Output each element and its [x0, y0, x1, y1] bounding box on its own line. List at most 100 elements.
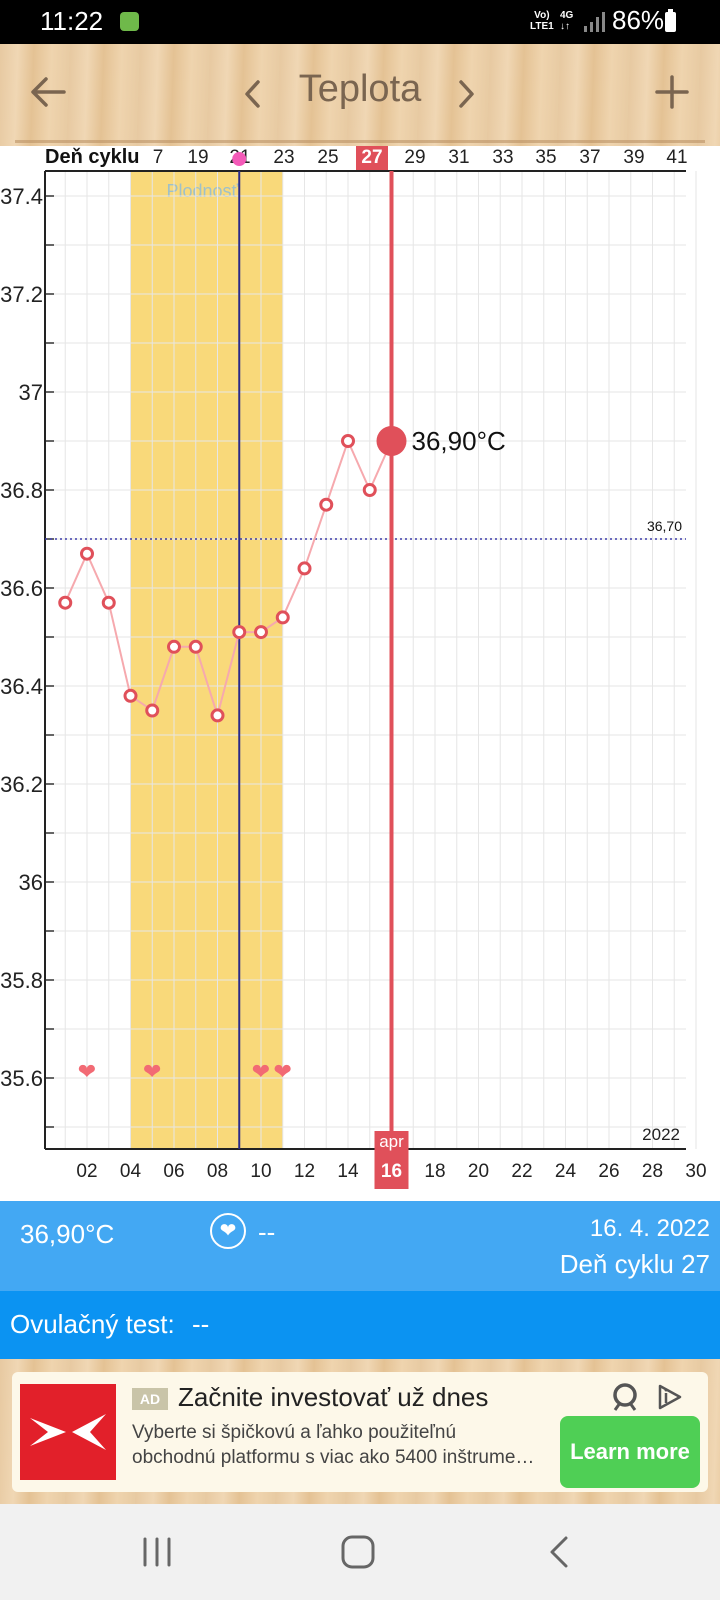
year-label: 2022: [642, 1125, 680, 1144]
y-tick-label: 37.2: [0, 282, 43, 307]
app-toolbar: Teplota: [0, 44, 720, 146]
y-tick-label: 36.4: [0, 674, 43, 699]
ad-container: AD Začnite investovať už dnes Vyberte si…: [0, 1359, 720, 1504]
cycle-tick-label: 23: [273, 147, 294, 168]
ad-banner[interactable]: AD Začnite investovať už dnes Vyberte si…: [12, 1372, 708, 1492]
temperature-point[interactable]: [123, 688, 138, 703]
battery-icon: [665, 9, 676, 32]
ad-brand-logo: [20, 1384, 116, 1480]
app-notification-icon: [120, 12, 139, 31]
temperature-chart[interactable]: Plodnosť 37.4 37.2 37 36.8 36.6 36.4 36.2 36 35.8…: [0, 146, 720, 1201]
selected-value-label: 36,90°C: [412, 426, 506, 456]
back-arrow-icon[interactable]: [28, 72, 68, 112]
y-tick-label: 35.8: [0, 968, 43, 993]
cycle-axis-label: Deň cyklu: [45, 146, 139, 168]
battery-percent: 86%: [612, 5, 665, 35]
selected-temperature-point[interactable]: [376, 426, 407, 456]
y-tick-label: 36.8: [0, 478, 43, 503]
date-tick-label: 14: [337, 1161, 359, 1182]
temperature-point[interactable]: [101, 595, 116, 610]
date-tick-label: 24: [555, 1161, 577, 1182]
selected-day-info[interactable]: 36,90°C ❤ -- 16. 4. 2022 Deň cyklu 27: [0, 1201, 720, 1291]
ovulation-test-label: Ovulačný test:: [10, 1309, 175, 1339]
heart-icon[interactable]: ❤: [210, 1213, 246, 1249]
temperature-point[interactable]: [80, 546, 94, 561]
intercourse-heart-icon[interactable]: ❤: [252, 1060, 270, 1085]
clock: 11:22: [40, 6, 104, 36]
cycle-tick-label: 39: [623, 147, 644, 168]
intercourse-value: --: [258, 1217, 276, 1247]
ovulation-test-value: --: [192, 1309, 210, 1339]
cycle-tick-label: 19: [187, 147, 208, 168]
temperature-point[interactable]: [254, 625, 268, 640]
coverline-label: 36,70: [647, 518, 682, 534]
y-tick-label: 36: [19, 870, 43, 895]
date-tick-label: 26: [598, 1161, 619, 1182]
status-bar: 11:22 Vo) LTE1 4G ↓↑ 86%: [0, 0, 720, 44]
fertile-window: [130, 171, 283, 1149]
next-chevron-icon[interactable]: [453, 74, 479, 114]
y-tick-label: 37: [19, 380, 43, 405]
date-tick-label: 02: [76, 1161, 97, 1182]
toolbar-divider: [15, 140, 705, 143]
ad-info-icon[interactable]: [654, 1382, 684, 1412]
temperature-point[interactable]: [275, 610, 290, 625]
cycle-tick-label: 7: [153, 147, 164, 168]
temperature-point[interactable]: [167, 639, 181, 654]
add-plus-icon[interactable]: [652, 72, 692, 112]
intercourse-heart-icon[interactable]: ❤: [78, 1060, 96, 1085]
ovulation-dot: [232, 152, 247, 166]
volte-indicator: Vo) LTE1: [530, 10, 554, 32]
date-tick-label: 22: [511, 1161, 532, 1182]
back-icon[interactable]: [540, 1532, 580, 1572]
network-type-indicator: 4G ↓↑: [560, 10, 574, 32]
cycle-tick-label: 41: [666, 147, 687, 168]
cycle-tick-label: 33: [492, 147, 513, 168]
date-tick-label: 30: [685, 1161, 706, 1182]
cycle-tick-label: 25: [317, 147, 338, 168]
learn-more-button[interactable]: Learn more: [560, 1416, 700, 1488]
selected-cycle-day: Deň cyklu 27: [559, 1249, 710, 1279]
y-tick-label: 36.2: [0, 772, 43, 797]
temperature-point[interactable]: [188, 639, 203, 654]
signal-icon: [584, 12, 605, 32]
fertile-label: Plodnosť: [167, 181, 239, 201]
ad-choices-icon[interactable]: [610, 1382, 640, 1412]
previous-chevron-icon[interactable]: [240, 74, 266, 114]
temperature-point[interactable]: [362, 483, 377, 497]
temperature-point[interactable]: [297, 561, 312, 576]
selected-date-month: apr: [379, 1132, 404, 1151]
temperature-line: [64, 438, 393, 720]
temperature-point[interactable]: [341, 434, 355, 448]
ad-badge: AD: [132, 1388, 168, 1410]
temperature-point[interactable]: [145, 703, 160, 718]
intercourse-heart-icon[interactable]: ❤: [143, 1060, 161, 1085]
cycle-tick-label: 35: [535, 147, 556, 168]
home-icon[interactable]: [338, 1532, 378, 1572]
date-tick-label: 18: [424, 1161, 445, 1182]
cycle-tick-label: 37: [579, 147, 600, 168]
ovulation-test-row[interactable]: Ovulačný test: --: [0, 1291, 720, 1359]
recent-apps-icon[interactable]: [137, 1532, 177, 1572]
cycle-tick-label: 31: [448, 147, 469, 168]
page-title: Teplota: [298, 68, 422, 110]
temperature-point[interactable]: [319, 497, 334, 512]
temperature-point[interactable]: [58, 595, 73, 610]
date-tick-label: 06: [163, 1161, 184, 1182]
intercourse-heart-icon[interactable]: ❤: [274, 1060, 292, 1085]
cycle-tick-label-selected: 27: [361, 147, 382, 168]
ad-body: Vyberte si špičkovú a ľahko použiteľnú o…: [132, 1422, 535, 1468]
selected-cycle-badge: [356, 146, 388, 170]
date-tick-label: 12: [294, 1161, 315, 1182]
date-tick-label: 08: [207, 1161, 228, 1182]
temperature-point[interactable]: [210, 708, 225, 723]
y-tick-label: 35.6: [0, 1066, 43, 1091]
date-tick-label: 10: [250, 1161, 271, 1182]
selected-date-badge: [374, 1131, 409, 1189]
date-tick-label: 04: [120, 1161, 142, 1182]
date-tick-label: 20: [468, 1161, 489, 1182]
temperature-point[interactable]: [232, 625, 247, 640]
date-tick-label: 28: [642, 1161, 663, 1182]
system-navigation-bar: [0, 1504, 720, 1600]
ad-title[interactable]: Začnite investovať už dnes: [178, 1382, 489, 1412]
